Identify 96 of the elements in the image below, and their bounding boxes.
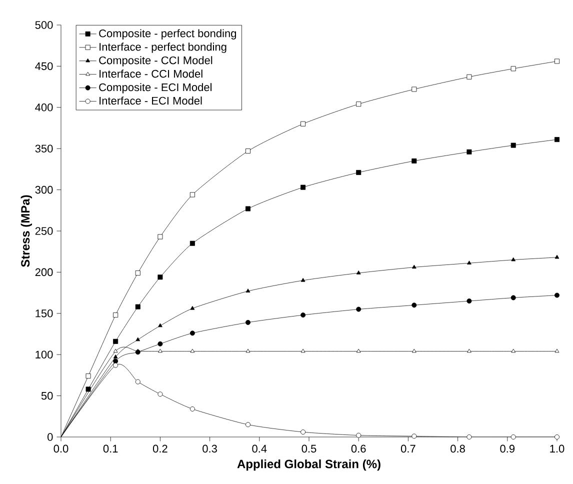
x-axis-title: Applied Global Strain (%) <box>237 459 380 471</box>
point <box>300 278 306 282</box>
point <box>300 312 306 318</box>
x-tick-label: 0.4 <box>252 444 267 453</box>
point <box>510 66 516 72</box>
point <box>190 348 195 353</box>
point <box>412 348 416 353</box>
legend-label: Interface - CCI Model <box>100 70 202 78</box>
point <box>135 304 140 310</box>
point <box>113 358 118 364</box>
point <box>356 170 362 175</box>
legend-label: Composite - CCI Model <box>99 56 212 66</box>
point <box>300 348 306 353</box>
point <box>190 192 195 198</box>
point <box>246 348 250 353</box>
point <box>158 274 163 280</box>
point <box>510 142 516 148</box>
y-tick-label: 100 <box>36 350 53 358</box>
y-tick-label: 400 <box>35 104 53 112</box>
y-tick-label: 0 <box>48 433 53 441</box>
point <box>300 430 306 435</box>
point <box>190 240 195 246</box>
point <box>246 288 250 292</box>
point <box>356 102 362 107</box>
point <box>510 434 516 440</box>
point <box>356 348 361 353</box>
legend-label: Composite - perfect bonding <box>99 29 236 40</box>
point <box>158 234 163 240</box>
point <box>113 312 118 318</box>
legend-label: Interface - perfect bonding <box>100 42 226 53</box>
x-tick-label: 0.6 <box>351 444 366 453</box>
point <box>158 323 162 328</box>
point <box>190 330 195 336</box>
point <box>412 434 417 439</box>
point <box>511 348 516 353</box>
y-axis-title: Stress (MPa) <box>20 195 32 267</box>
point <box>158 392 163 397</box>
point <box>245 422 250 428</box>
point <box>554 58 560 64</box>
x-tick-label: 0.9 <box>500 444 515 453</box>
point <box>466 434 472 440</box>
y-tick-label: 250 <box>35 227 53 235</box>
point <box>510 295 516 300</box>
y-tick-label: 450 <box>35 62 53 70</box>
point <box>158 341 163 346</box>
x-tick-label: 0.2 <box>152 444 168 453</box>
point <box>554 137 560 142</box>
point <box>412 158 417 164</box>
point <box>466 149 472 154</box>
point <box>466 74 472 80</box>
y-tick-label: 500 <box>35 21 53 29</box>
x-tick-label: 0.3 <box>202 444 217 453</box>
legend-label: Composite - ECI Model <box>99 83 212 94</box>
y-tick-label: 150 <box>36 310 53 318</box>
point <box>113 338 118 344</box>
point <box>190 406 195 412</box>
point <box>554 434 560 440</box>
point <box>113 362 118 368</box>
x-tick-label: 0.0 <box>54 444 68 453</box>
point <box>113 348 118 353</box>
point <box>466 298 472 304</box>
point <box>245 148 250 154</box>
point <box>467 348 472 353</box>
point <box>86 386 91 392</box>
legend-label: Interface - ECI Model <box>100 96 202 105</box>
point <box>412 264 416 269</box>
point <box>135 379 140 384</box>
point <box>412 86 417 92</box>
point <box>511 257 516 262</box>
point <box>412 302 417 308</box>
point <box>300 121 306 126</box>
point <box>554 292 560 298</box>
x-tick-label: 0.5 <box>302 444 316 453</box>
point <box>554 254 560 259</box>
point <box>245 320 250 325</box>
point <box>136 337 140 342</box>
point <box>356 306 362 312</box>
point <box>467 260 472 264</box>
point <box>300 184 306 190</box>
point <box>190 306 195 310</box>
point <box>554 348 560 353</box>
point <box>135 270 140 276</box>
y-tick-label: 350 <box>35 144 53 152</box>
y-tick-label: 300 <box>35 186 53 194</box>
point <box>356 270 361 274</box>
x-tick-label: 0.7 <box>400 444 416 453</box>
x-tick-label: 0.1 <box>103 444 118 453</box>
y-tick-label: 200 <box>35 268 53 276</box>
y-tick-label: 50 <box>41 392 53 400</box>
point <box>158 348 162 353</box>
x-tick-label: 0.8 <box>450 444 465 453</box>
point <box>245 206 250 212</box>
point <box>113 354 118 358</box>
point <box>86 374 91 379</box>
x-tick-label: 1.0 <box>550 444 564 453</box>
point <box>356 432 362 438</box>
